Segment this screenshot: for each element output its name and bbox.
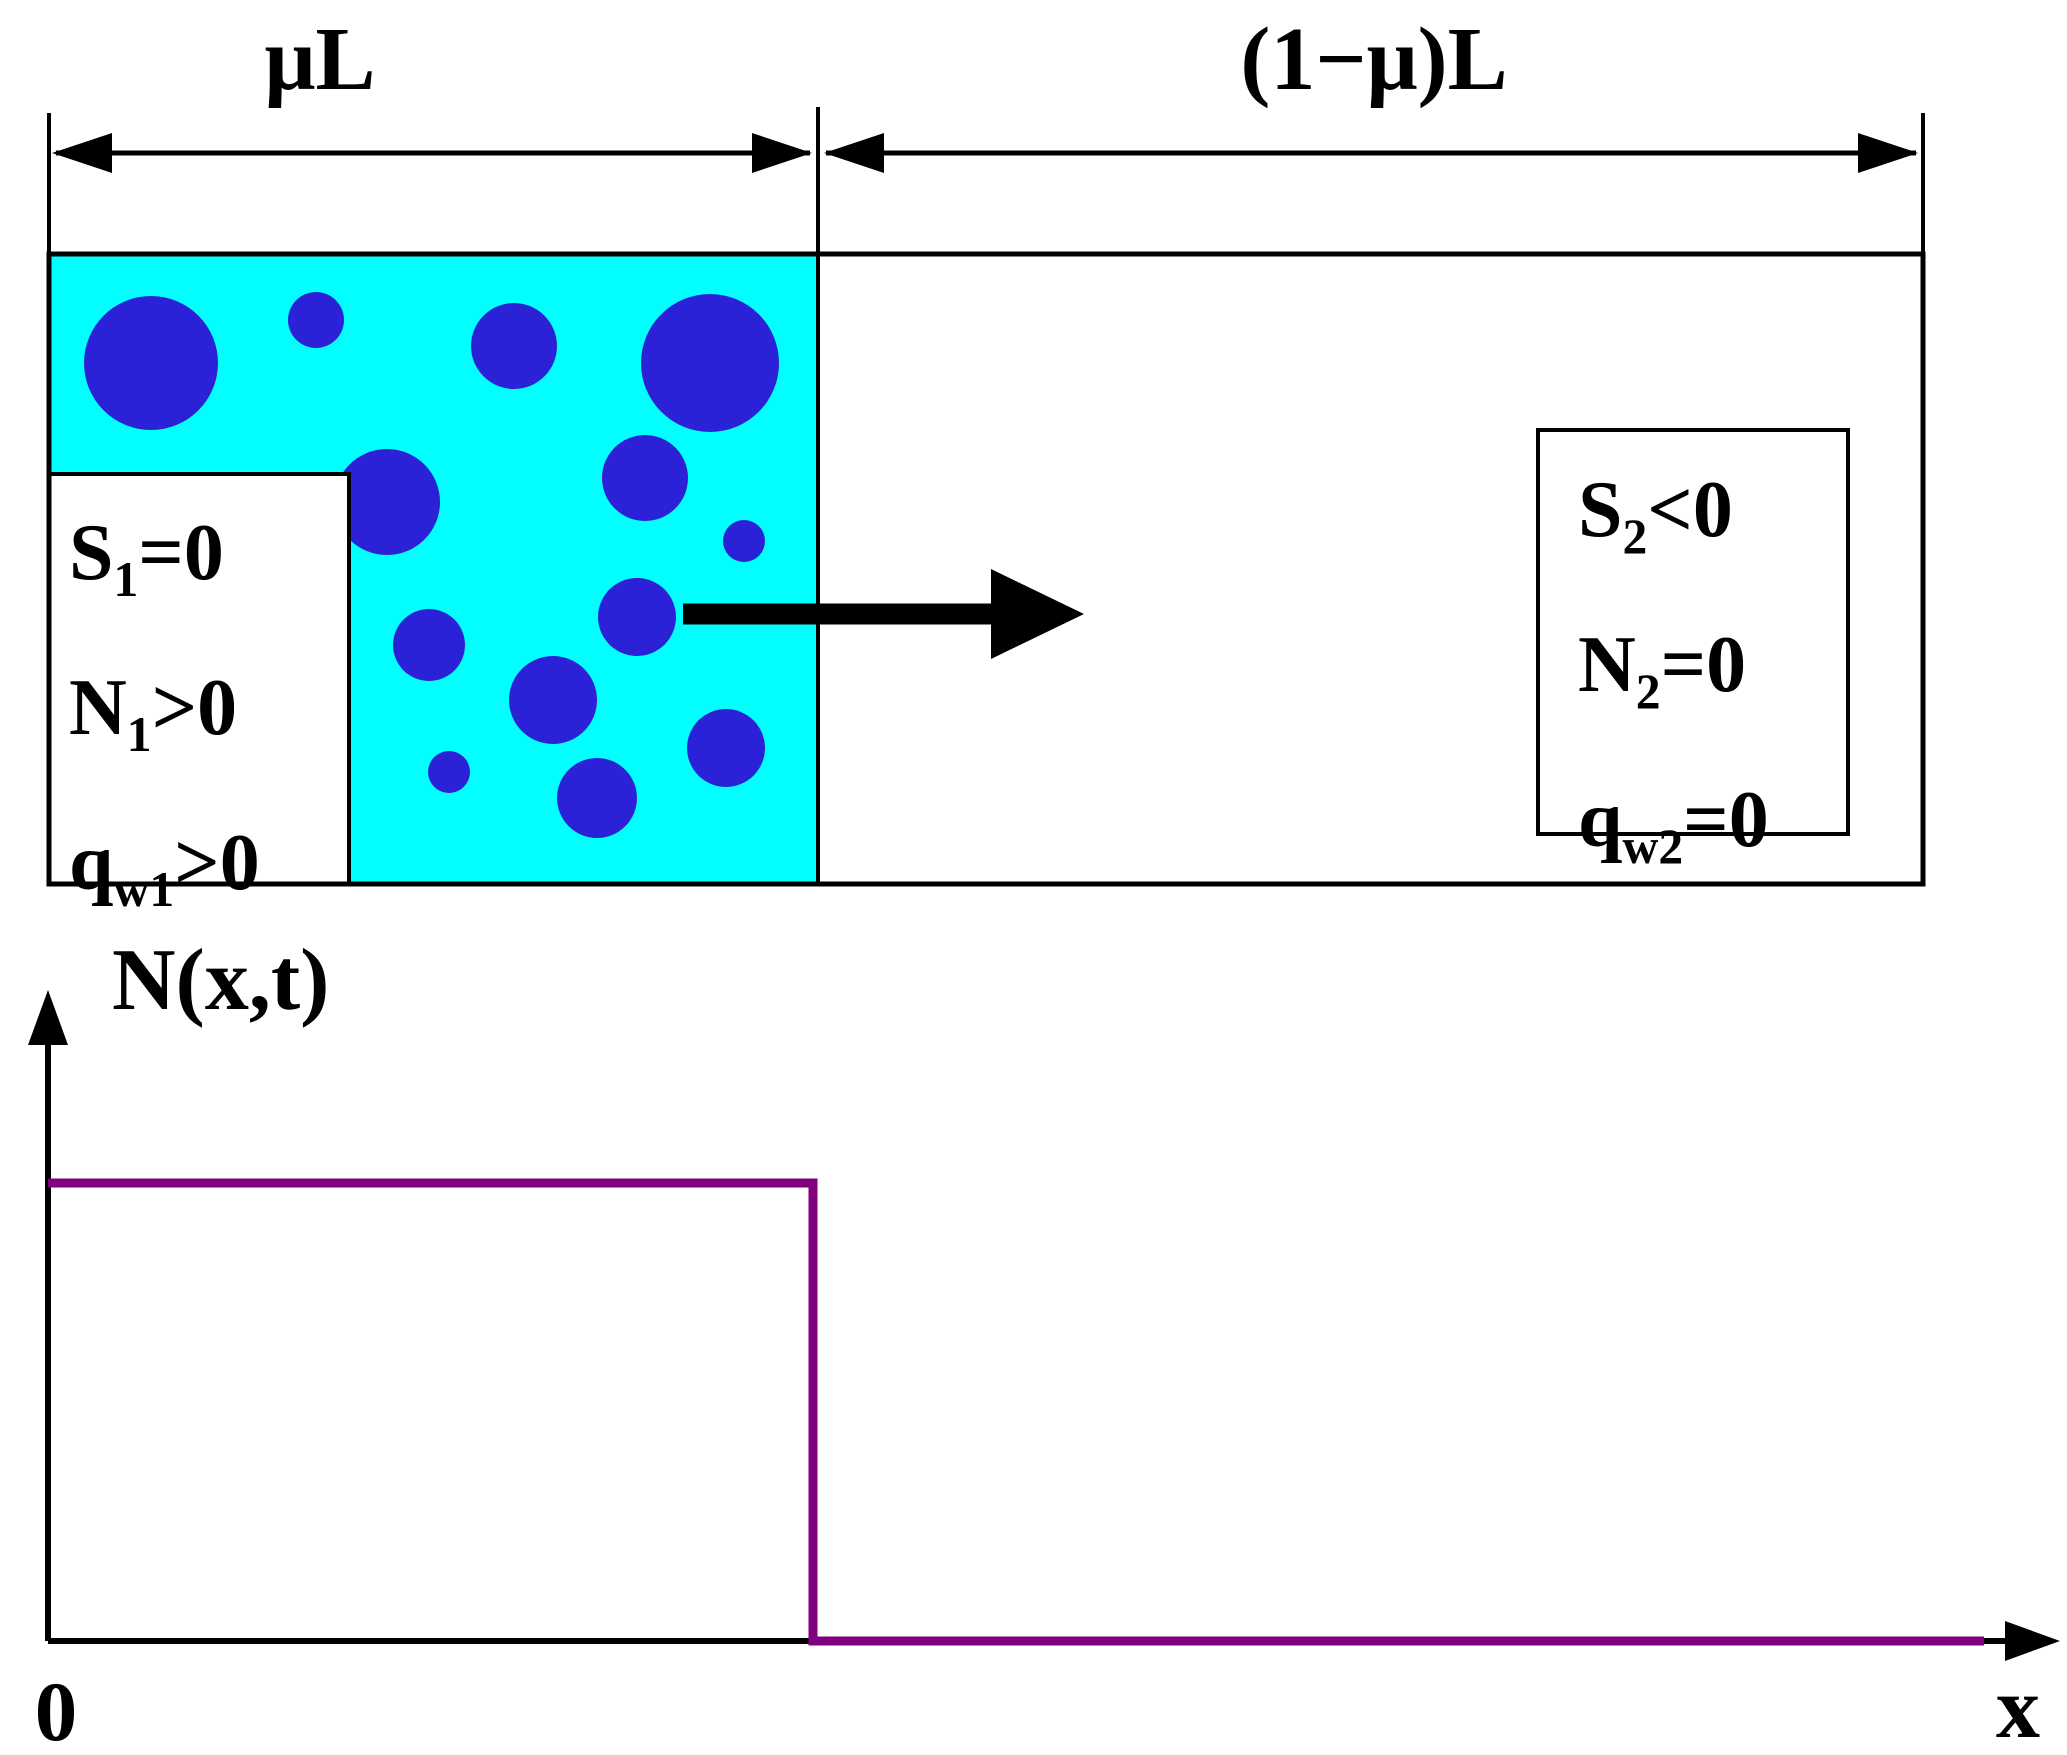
x-axis-label: x <box>1996 1660 2040 1755</box>
droplet <box>557 758 637 838</box>
container-outline <box>46 251 1926 887</box>
equation-qw2: qw2=0 <box>1578 756 1769 911</box>
equation-base: S <box>1578 466 1623 554</box>
region1-label-box <box>47 472 351 886</box>
dim-label-one-minus-muL: (1−μ)L <box>1240 10 1508 109</box>
droplet <box>288 292 344 348</box>
equation-base: q <box>69 819 114 907</box>
droplet <box>84 296 218 430</box>
right-arrowhead-icon <box>1858 133 1918 173</box>
droplet <box>393 609 465 681</box>
equation-s2: S2<0 <box>1578 446 1769 601</box>
right-arrowhead-icon <box>752 133 812 173</box>
droplets <box>84 292 779 838</box>
droplet <box>471 303 557 389</box>
equation-qw1: qw1>0 <box>69 799 260 954</box>
droplet <box>334 449 440 555</box>
region2-label-box <box>1536 428 1850 836</box>
equation-rest: =0 <box>138 509 224 597</box>
equation-subscript: w1 <box>113 862 175 917</box>
droplet <box>602 435 688 521</box>
droplet <box>509 656 597 744</box>
equation-subscript: 1 <box>126 707 152 762</box>
origin-tick-label: 0 <box>34 1665 78 1755</box>
y-axis-label: N(x,t) <box>112 932 330 1029</box>
droplet <box>598 578 676 656</box>
step-function-line <box>48 1178 1984 1646</box>
equation-n1: N1>0 <box>69 644 260 799</box>
equation-rest: >0 <box>174 819 260 907</box>
equation-rest: <0 <box>1647 466 1733 554</box>
equation-subscript: 2 <box>1622 509 1648 564</box>
equation-rest: >0 <box>151 664 238 752</box>
left-arrowhead-icon <box>824 133 884 173</box>
equation-n2: N2=0 <box>1578 601 1769 756</box>
equation-s1: S1=0 <box>69 489 260 644</box>
region1-conditions: S1=0 N1>0 qw1>0 <box>69 489 260 954</box>
equation-base: N <box>1578 621 1636 709</box>
flow-arrow-head-icon <box>991 569 1084 659</box>
equation-rest: =0 <box>1660 621 1747 709</box>
equation-base: N <box>69 664 127 752</box>
equation-base: q <box>1578 776 1623 864</box>
dim-label-muL: μL <box>264 10 376 109</box>
x-axis-arrowhead-icon <box>2005 1621 2060 1661</box>
equation-subscript: 1 <box>113 552 139 607</box>
droplet <box>641 294 779 432</box>
left-arrowhead-icon <box>52 133 112 173</box>
droplet <box>428 751 470 793</box>
y-axis-arrowhead-icon <box>28 990 68 1045</box>
equation-rest: =0 <box>1683 776 1769 864</box>
region2-conditions: S2<0 N2=0 qw2=0 <box>1578 446 1769 911</box>
droplet <box>723 520 765 562</box>
equation-base: S <box>69 509 114 597</box>
equation-subscript: 2 <box>1635 664 1661 719</box>
equation-subscript: w2 <box>1622 819 1684 874</box>
droplet <box>687 709 765 787</box>
